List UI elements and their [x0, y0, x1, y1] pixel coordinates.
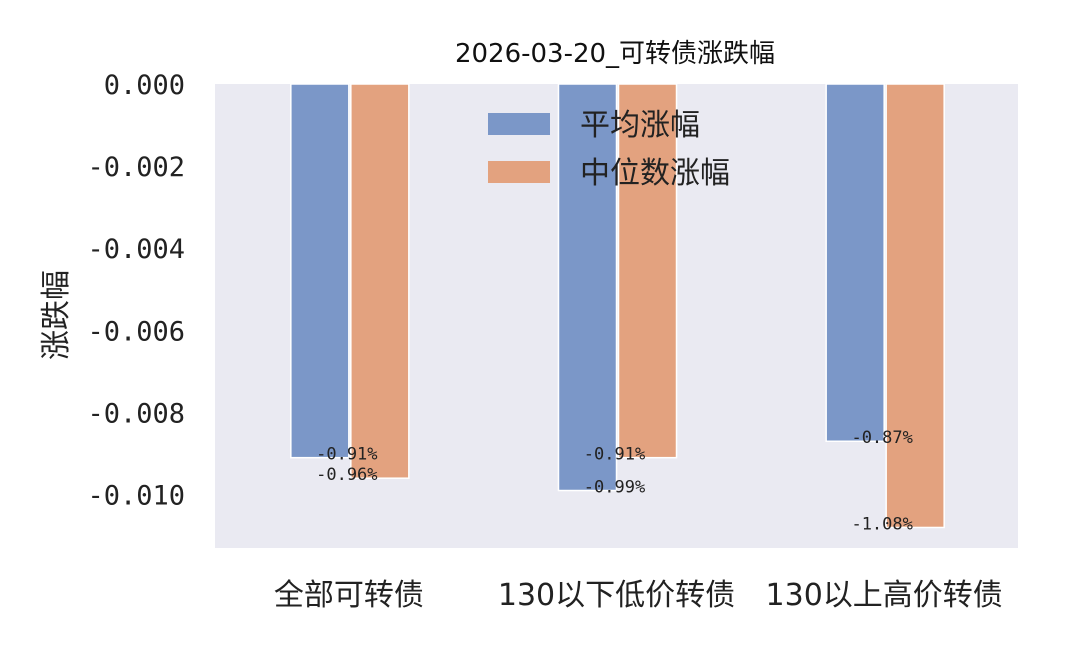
bar — [885, 83, 945, 529]
legend-swatch — [488, 161, 550, 183]
chart-title: 2026-03-20_可转债涨跌幅 — [455, 39, 775, 69]
bar — [557, 83, 618, 492]
y-tick-label: -0.002 — [87, 152, 185, 183]
bar — [617, 83, 678, 459]
y-tick-label: -0.010 — [87, 481, 185, 512]
y-tick-label: -0.004 — [87, 234, 185, 265]
x-tick-label: 全部可转债 — [274, 578, 424, 613]
data-label: -0.91% — [584, 445, 645, 465]
legend-label: 平均涨幅 — [580, 108, 700, 143]
bar — [825, 83, 885, 442]
legend-label: 中位数涨幅 — [580, 156, 730, 191]
bar — [290, 83, 350, 459]
bar — [350, 83, 410, 479]
data-label: -0.99% — [584, 478, 645, 498]
y-tick-label: -0.006 — [87, 316, 185, 347]
data-label: -1.08% — [851, 514, 912, 534]
data-label: -0.91% — [316, 445, 377, 465]
x-tick-label: 130以上高价转债 — [766, 578, 1003, 613]
y-axis-label: 涨跌幅 — [39, 270, 74, 360]
legend-swatch — [488, 113, 550, 135]
data-label: -0.87% — [851, 428, 912, 448]
x-tick-label: 130以下低价转债 — [498, 578, 735, 613]
data-label: -0.96% — [316, 465, 377, 485]
y-tick-label: 0.000 — [104, 70, 185, 101]
y-tick-label: -0.008 — [87, 398, 185, 429]
